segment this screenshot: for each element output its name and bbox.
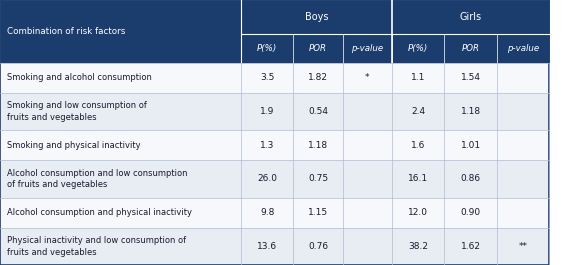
Bar — [241, 34, 293, 63]
Text: 0.86: 0.86 — [461, 174, 480, 183]
Text: Alcohol consumption and low consumption
of fruits and vegetables: Alcohol consumption and low consumption … — [7, 169, 188, 189]
Text: *: * — [365, 73, 370, 82]
Bar — [0, 198, 549, 228]
Bar — [0, 63, 549, 93]
Text: 12.0: 12.0 — [408, 208, 428, 217]
Text: 1.18: 1.18 — [461, 107, 480, 116]
Text: Boys: Boys — [305, 12, 328, 22]
Bar — [0, 228, 549, 265]
Bar — [241, 0, 392, 34]
Text: POR: POR — [309, 44, 327, 53]
Text: 1.82: 1.82 — [308, 73, 328, 82]
Text: 1.18: 1.18 — [308, 141, 328, 150]
Bar — [343, 34, 392, 63]
Text: 26.0: 26.0 — [257, 174, 277, 183]
Text: 0.90: 0.90 — [461, 208, 480, 217]
Bar — [444, 34, 497, 63]
Text: Girls: Girls — [460, 12, 482, 22]
Text: Smoking and alcohol consumption: Smoking and alcohol consumption — [7, 73, 152, 82]
Text: 16.1: 16.1 — [408, 174, 428, 183]
Bar — [0, 160, 549, 198]
Text: Smoking and low consumption of
fruits and vegetables: Smoking and low consumption of fruits an… — [7, 101, 147, 122]
Text: 0.75: 0.75 — [308, 174, 328, 183]
Text: 9.8: 9.8 — [260, 208, 274, 217]
Text: 1.3: 1.3 — [260, 141, 274, 150]
Text: p-value: p-value — [352, 44, 383, 53]
Text: Combination of risk factors: Combination of risk factors — [7, 27, 125, 36]
Text: P(%): P(%) — [257, 44, 277, 53]
Text: 1.01: 1.01 — [461, 141, 480, 150]
Text: 0.76: 0.76 — [308, 242, 328, 251]
Text: 1.1: 1.1 — [411, 73, 425, 82]
Bar — [293, 34, 343, 63]
Bar — [0, 0, 241, 63]
Text: Smoking and physical inactivity: Smoking and physical inactivity — [7, 141, 141, 150]
Bar — [0, 130, 549, 160]
Text: 0.54: 0.54 — [308, 107, 328, 116]
Text: Alcohol consumption and physical inactivity: Alcohol consumption and physical inactiv… — [7, 208, 192, 217]
Text: P(%): P(%) — [408, 44, 428, 53]
Bar — [392, 34, 444, 63]
Text: Physical inactivity and low consumption of
fruits and vegetables: Physical inactivity and low consumption … — [7, 236, 186, 257]
Text: 13.6: 13.6 — [257, 242, 277, 251]
Bar — [0, 93, 549, 130]
Text: 3.5: 3.5 — [260, 73, 274, 82]
Bar — [392, 0, 549, 34]
Text: 1.9: 1.9 — [260, 107, 274, 116]
Text: 1.6: 1.6 — [411, 141, 425, 150]
Bar — [497, 34, 549, 63]
Text: 2.4: 2.4 — [411, 107, 425, 116]
Text: 1.15: 1.15 — [308, 208, 328, 217]
Text: 1.62: 1.62 — [461, 242, 480, 251]
Text: POR: POR — [462, 44, 479, 53]
Text: 38.2: 38.2 — [408, 242, 428, 251]
Text: p-value: p-value — [507, 44, 539, 53]
Text: **: ** — [518, 242, 528, 251]
Text: 1.54: 1.54 — [461, 73, 480, 82]
